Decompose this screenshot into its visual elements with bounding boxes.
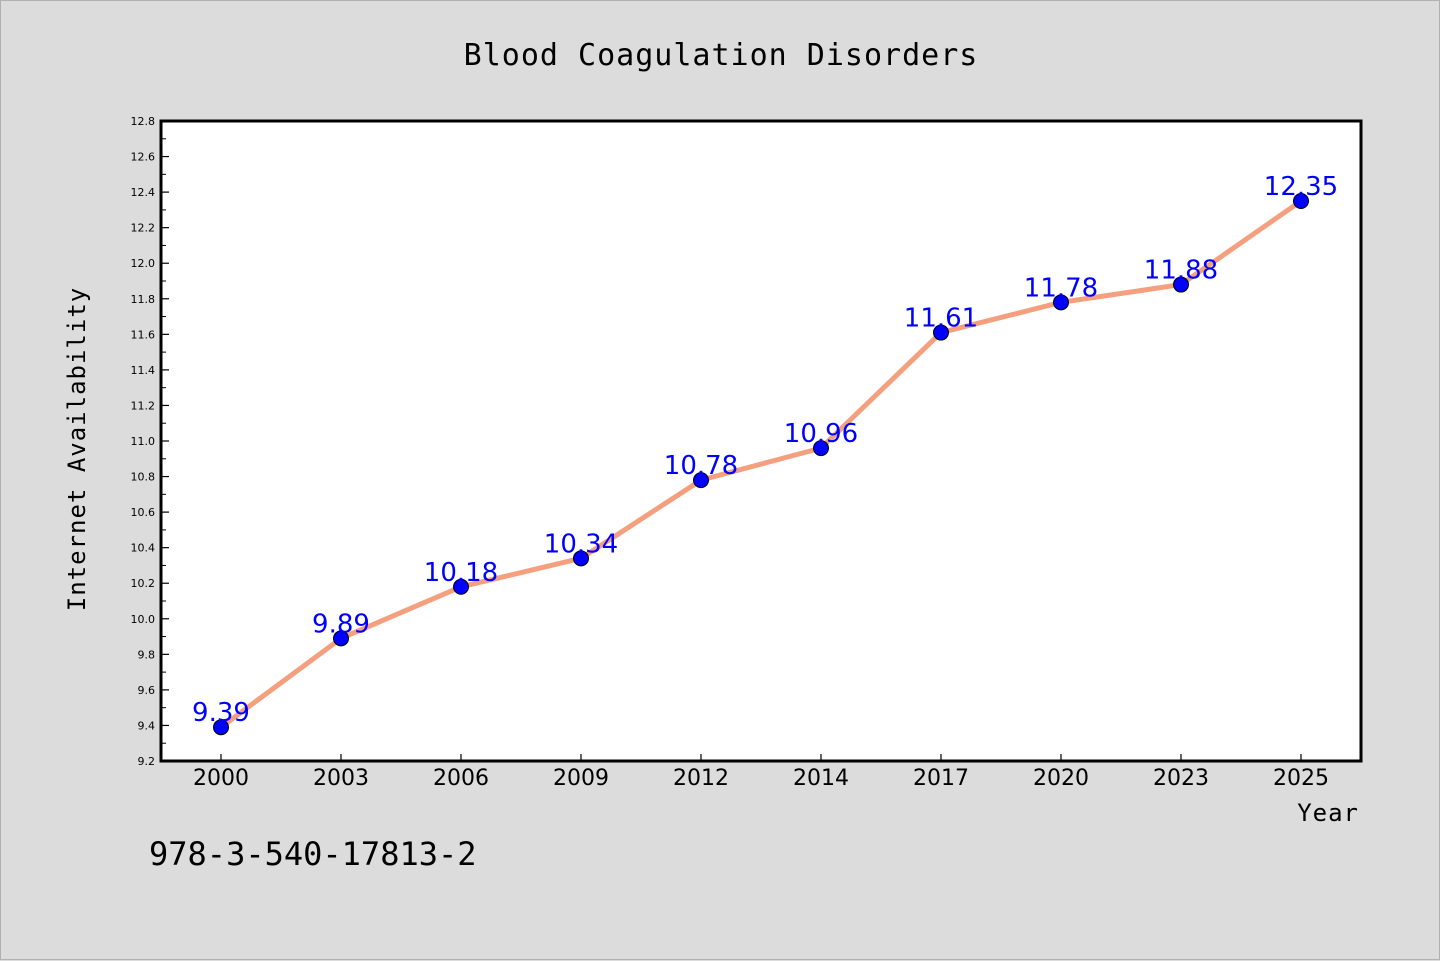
x-tick-label: 2025 bbox=[1273, 766, 1329, 791]
x-tick-label: 2012 bbox=[673, 766, 729, 791]
data-label: 11.88 bbox=[1144, 256, 1218, 286]
data-label: 10.78 bbox=[664, 451, 738, 481]
y-tick-label: 12.6 bbox=[131, 151, 156, 164]
data-label: 10.18 bbox=[424, 558, 498, 588]
y-tick-label: 12.4 bbox=[131, 186, 156, 199]
x-tick-label: 2000 bbox=[193, 766, 249, 791]
y-tick-label: 11.0 bbox=[131, 435, 156, 448]
series-line bbox=[218, 198, 1304, 730]
y-tick-label: 9.4 bbox=[138, 719, 156, 732]
data-point bbox=[933, 324, 949, 341]
x-axis: 2000 2003 2006 2009 2012 2014 2017 2020 2023 2025 bbox=[193, 754, 1329, 791]
data-label: 9.39 bbox=[192, 698, 250, 728]
plot-area bbox=[159, 119, 1363, 763]
x-tick-label: 2009 bbox=[553, 766, 609, 791]
data-point bbox=[1293, 193, 1309, 209]
y-tick-label: 11.4 bbox=[131, 364, 156, 377]
y-tick-label: 11.2 bbox=[131, 399, 156, 412]
data-label: 10.34 bbox=[544, 529, 618, 559]
data-point bbox=[453, 578, 469, 595]
data-point bbox=[813, 440, 829, 457]
chart-title: Blood Coagulation Disorders bbox=[464, 38, 979, 73]
x-tick-label: 2003 bbox=[313, 766, 369, 791]
y-tick-label: 11.8 bbox=[131, 293, 156, 306]
x-tick-label: 2006 bbox=[433, 766, 489, 791]
data-label: 12.35 bbox=[1264, 172, 1338, 202]
x-tick-label: 2023 bbox=[1153, 766, 1209, 791]
x-axis-title: Year bbox=[1297, 799, 1359, 827]
y-tick-label: 9.8 bbox=[138, 648, 156, 661]
x-tick-label: 2020 bbox=[1033, 766, 1089, 791]
y-tick-label: 11.6 bbox=[131, 328, 156, 341]
data-point bbox=[693, 472, 709, 489]
y-tick-label: 12.2 bbox=[131, 222, 156, 235]
y-axis: 9.2 9.4 9.6 9.8 10.0 10.2 10.4 10.6 10.8 11.0 11.2… bbox=[131, 115, 169, 768]
y-tick-label: 9.6 bbox=[138, 684, 156, 697]
x-tick-label: 2014 bbox=[793, 766, 849, 791]
data-label: 11.61 bbox=[904, 304, 978, 334]
data-point bbox=[573, 550, 589, 567]
data-point bbox=[1173, 276, 1189, 293]
y-tick-label: 12.0 bbox=[131, 257, 156, 270]
data-markers bbox=[213, 193, 1309, 736]
y-tick-label: 12.8 bbox=[131, 115, 156, 128]
y-tick-label: 10.4 bbox=[131, 542, 156, 555]
y-tick-label: 10.0 bbox=[131, 613, 156, 626]
data-point bbox=[333, 630, 349, 647]
x-tick-label: 2017 bbox=[913, 766, 969, 791]
y-tick-label: 9.2 bbox=[138, 755, 156, 768]
data-label: 11.78 bbox=[1024, 273, 1098, 303]
data-point bbox=[213, 719, 229, 736]
y-tick-label: 10.6 bbox=[131, 506, 156, 519]
y-tick-label: 10.8 bbox=[131, 471, 156, 484]
y-tick-label: 10.2 bbox=[131, 577, 156, 590]
data-point bbox=[1053, 294, 1069, 311]
data-label: 10.96 bbox=[784, 419, 858, 449]
y-axis-title: Internet Availability bbox=[63, 287, 91, 611]
data-label: 9.89 bbox=[312, 609, 370, 639]
isbn-annotation: 978-3-540-17813-2 bbox=[149, 835, 477, 873]
data-labels: 9.39 9.89 10.18 10.34 10.78 10.96 11.61 11.78 11… bbox=[192, 172, 1338, 728]
series-line-group bbox=[218, 198, 1304, 730]
